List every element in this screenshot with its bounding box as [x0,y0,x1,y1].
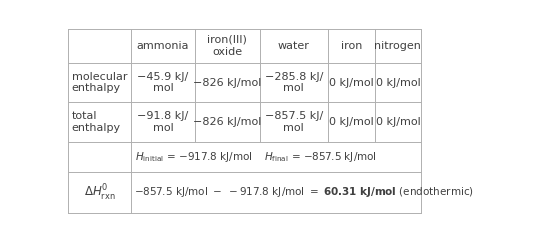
Text: ammonia: ammonia [137,41,189,51]
Text: −826 kJ/mol: −826 kJ/mol [193,77,262,87]
Text: $\mathit{H}_{\mathrm{initial}}$ = −917.8 kJ/mol: $\mathit{H}_{\mathrm{initial}}$ = −917.8… [135,150,253,164]
Text: $\mathregular{-857.5\ kJ/mol\ -\ -917.8\ kJ/mol\ =\ }$$\mathbf{60.31\ kJ/mol}$$\: $\mathregular{-857.5\ kJ/mol\ -\ -917.8\… [134,185,474,200]
Text: −45.9 kJ/
mol: −45.9 kJ/ mol [138,72,189,93]
Text: $\mathit{H}_{\mathrm{final}}$ = −857.5 kJ/mol: $\mathit{H}_{\mathrm{final}}$ = −857.5 k… [264,150,377,164]
Text: −91.8 kJ/
mol: −91.8 kJ/ mol [138,111,189,133]
Text: iron(III)
oxide: iron(III) oxide [207,35,247,56]
Text: water: water [278,41,310,51]
Text: 0 kJ/mol: 0 kJ/mol [376,117,420,127]
Text: −826 kJ/mol: −826 kJ/mol [193,117,262,127]
Text: total
enthalpy: total enthalpy [72,111,121,133]
Text: −285.8 kJ/
mol: −285.8 kJ/ mol [265,72,323,93]
Text: nitrogen: nitrogen [375,41,422,51]
Text: −857.5 kJ/
mol: −857.5 kJ/ mol [265,111,323,133]
Text: 0 kJ/mol: 0 kJ/mol [376,77,420,87]
Text: $\Delta H^0_{\mathrm{rxn}}$: $\Delta H^0_{\mathrm{rxn}}$ [84,182,115,202]
Text: 0 kJ/mol: 0 kJ/mol [329,77,373,87]
Text: 0 kJ/mol: 0 kJ/mol [329,117,373,127]
Text: iron: iron [341,41,362,51]
Text: molecular
enthalpy: molecular enthalpy [72,72,127,93]
